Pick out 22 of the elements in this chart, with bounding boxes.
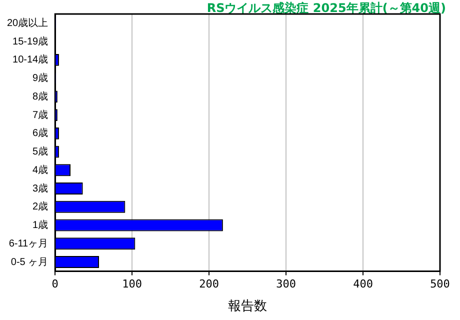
y-tick-label: 6-11ヶ月 <box>8 238 48 250</box>
x-tick-label: 200 <box>199 278 220 291</box>
y-tick-label: 6歳 <box>32 127 48 140</box>
y-tick-label: 7歳 <box>32 108 48 121</box>
y-tick-label: 3歳 <box>32 182 48 194</box>
x-axis-title: 報告数 <box>228 298 268 313</box>
y-tick-label: 15-19歳 <box>12 35 48 48</box>
y-tick-label: 20歳以上 <box>7 16 48 29</box>
x-tick-label: 100 <box>122 278 142 291</box>
y-tick-label: 4歳 <box>32 164 48 176</box>
y-tick-label: 2歳 <box>32 200 48 213</box>
y-tick-label: 0-5 ヶ月 <box>10 256 48 268</box>
y-tick-label: 9歳 <box>32 72 48 84</box>
x-tick-label: 400 <box>353 278 373 291</box>
y-tick-label: 8歳 <box>32 90 48 102</box>
y-tick-label: 5歳 <box>32 146 48 158</box>
x-tick-label: 300 <box>276 278 296 291</box>
y-tick-label: 1歳 <box>32 219 48 232</box>
x-tick-label: 0 <box>52 278 58 291</box>
x-tick-label: 500 <box>430 278 450 291</box>
chart-title: RSウイルス感染症 2025年累計(～第40週) <box>206 0 446 17</box>
y-tick-label: 10-14歳 <box>12 54 48 66</box>
